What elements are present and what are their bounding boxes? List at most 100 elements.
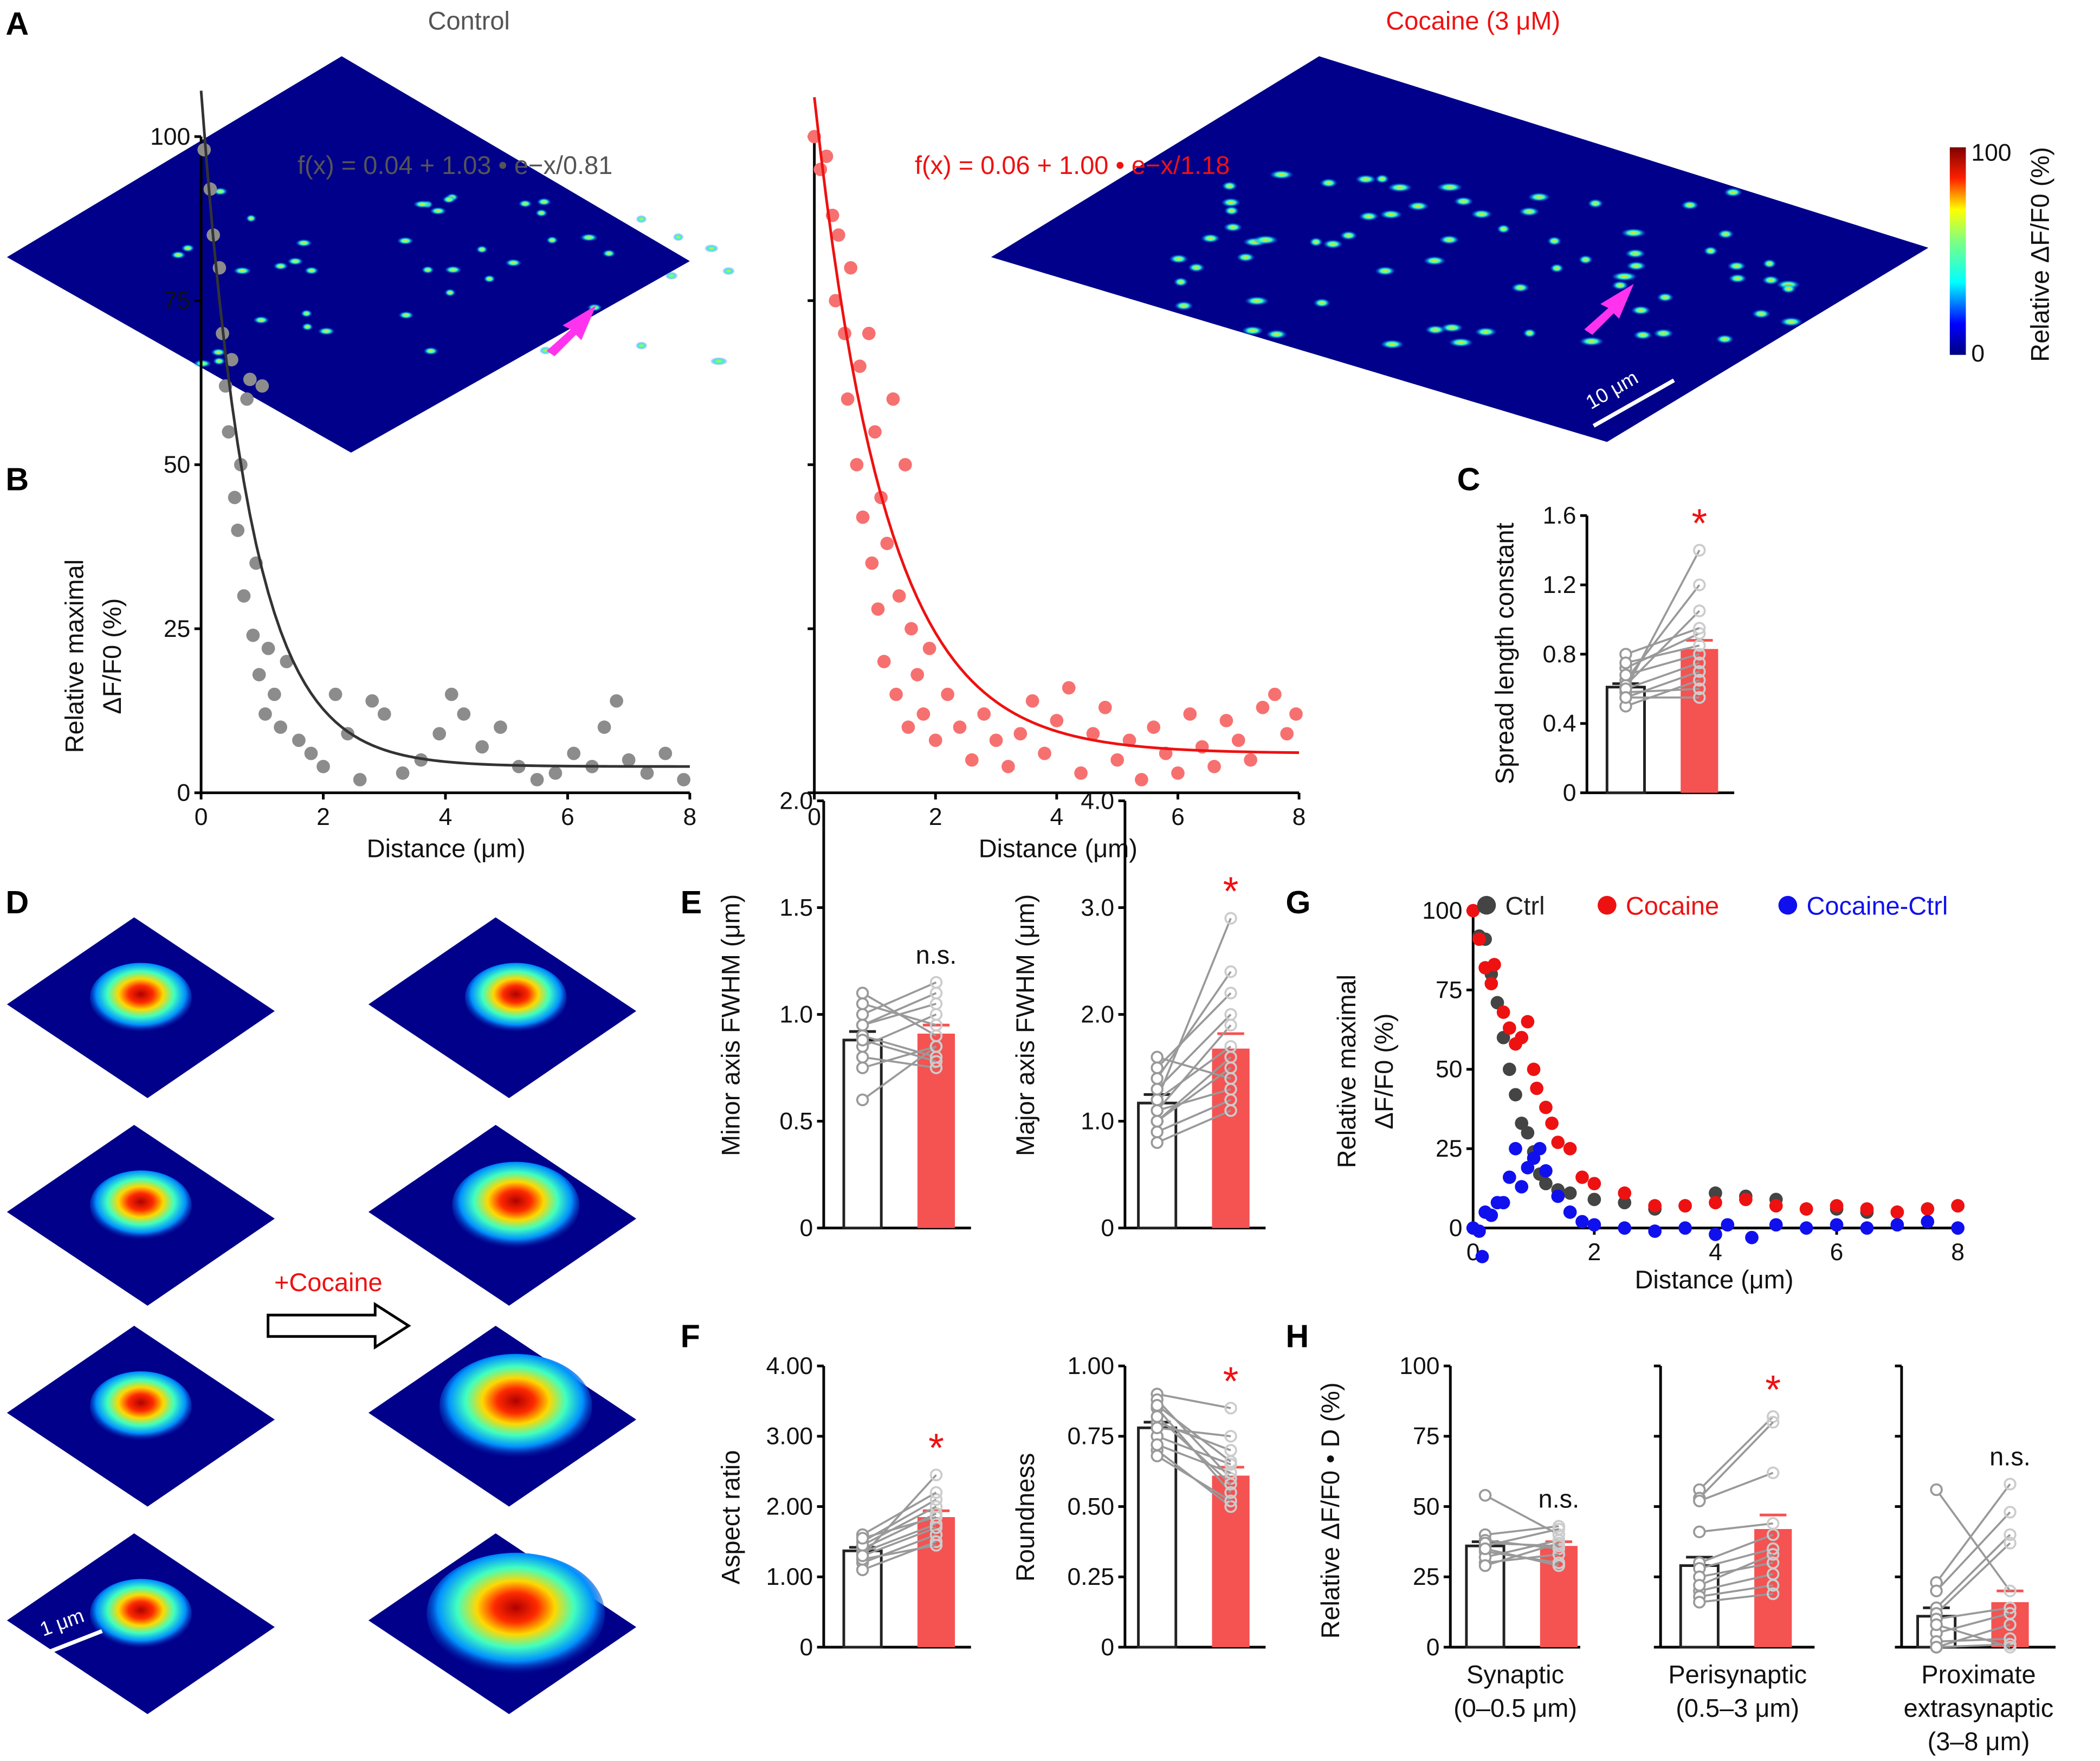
pair-point-control xyxy=(856,997,869,1010)
pair-point-control xyxy=(1151,1125,1164,1139)
data-point xyxy=(240,392,254,406)
data-point xyxy=(1038,746,1051,760)
pair-point-control xyxy=(1151,1399,1164,1412)
data-point xyxy=(1890,1218,1904,1232)
pair-line xyxy=(1156,1416,1232,1485)
pair-point-control xyxy=(1151,1050,1164,1064)
data-point xyxy=(1551,1136,1565,1149)
hotspot xyxy=(1440,322,1464,333)
pair-line xyxy=(1936,1607,2011,1620)
hotspot xyxy=(429,207,447,215)
panel-d: +Cocaine 1 μm xyxy=(7,917,637,1714)
hotspot xyxy=(1527,192,1551,202)
hotspot xyxy=(1587,198,1604,208)
data-point xyxy=(910,668,925,682)
cocaine-surface xyxy=(991,56,1929,442)
category-label: (0.5–3 μm) xyxy=(1676,1694,1799,1722)
y-tick-label: 0 xyxy=(177,779,191,806)
hotspot xyxy=(1309,237,1323,247)
data-point xyxy=(261,641,275,655)
data-point xyxy=(868,425,882,439)
data-point xyxy=(1618,1196,1632,1210)
data-point xyxy=(1001,759,1015,773)
data-point xyxy=(862,326,876,340)
y-tick-label: 1.00 xyxy=(1068,1353,1115,1379)
chart-b-control: 0 25 50 75 100 0 2 4 6 8 f(x) = 0.04 + 1.03 • e−x/… xyxy=(61,91,696,862)
data-point xyxy=(813,163,828,176)
data-point xyxy=(457,707,471,721)
data-point xyxy=(819,149,833,163)
y-tick-label: 1.6 xyxy=(1543,502,1576,529)
pair-point-control xyxy=(856,986,869,999)
pair-point-control xyxy=(1478,1559,1492,1572)
pair-point-cocaine xyxy=(1766,1542,1780,1556)
spine-hotspot xyxy=(89,1578,192,1649)
data-point xyxy=(1472,1224,1486,1238)
data-point xyxy=(1551,1189,1565,1203)
pair-point-control xyxy=(1930,1483,1943,1496)
y-tick-label: 1.0 xyxy=(779,1001,813,1028)
data-point xyxy=(377,707,391,721)
data-point xyxy=(316,759,330,773)
pair-line xyxy=(1156,1427,1231,1437)
pair-line xyxy=(862,1523,937,1553)
spine-hotspot xyxy=(89,963,192,1033)
panel-a: Control Cocaine (3 μM) 10 μm 100 0 Relat… xyxy=(7,7,2054,453)
data-point xyxy=(292,733,306,747)
pair-line xyxy=(1156,1056,1232,1123)
hotspot xyxy=(181,244,195,253)
significance-marker: * xyxy=(1765,1367,1781,1412)
hotspot xyxy=(210,348,227,357)
pair-point-cocaine xyxy=(1224,986,1237,999)
data-point xyxy=(1539,1100,1553,1114)
hotspot xyxy=(1762,275,1780,285)
data-point xyxy=(880,537,894,550)
hotspot xyxy=(1168,254,1188,264)
pair-line xyxy=(862,1544,936,1560)
data-point xyxy=(1563,1186,1577,1200)
data-point xyxy=(953,720,967,734)
pair-point-cocaine xyxy=(1552,1537,1566,1550)
pair-point-cocaine xyxy=(1224,1061,1237,1074)
pair-point-cocaine xyxy=(1224,1455,1237,1468)
data-point xyxy=(259,707,272,721)
data-point xyxy=(1533,1141,1547,1156)
pair-line xyxy=(1156,1399,1232,1479)
arrow-icon xyxy=(546,305,596,357)
data-point xyxy=(1709,1228,1722,1241)
pair-point-control xyxy=(1151,1438,1164,1452)
x-tick-label: 4 xyxy=(439,804,453,830)
hotspot xyxy=(1625,249,1646,259)
y-tick-label: 2.00 xyxy=(766,1493,813,1520)
pair-point-cocaine xyxy=(1224,965,1237,978)
y-tick-label: 4.00 xyxy=(766,1353,813,1379)
data-point xyxy=(231,524,245,537)
hotspot xyxy=(1611,272,1638,281)
hotspot xyxy=(673,233,684,241)
data-point xyxy=(252,668,266,682)
y-tick-label: 0.50 xyxy=(1068,1493,1115,1520)
hotspot xyxy=(1222,181,1238,191)
pair-point-cocaine xyxy=(1224,912,1237,925)
significance-marker: * xyxy=(928,1425,944,1470)
x-tick-label: 2 xyxy=(929,804,942,830)
data-point xyxy=(1530,1081,1543,1095)
x-tick-label: 8 xyxy=(1951,1239,1965,1266)
hotspot xyxy=(1752,309,1771,319)
pair-point-cocaine xyxy=(1766,1466,1780,1480)
pair-line xyxy=(862,1045,937,1069)
pair-point-control xyxy=(1930,1584,1943,1597)
data-point xyxy=(1890,1205,1904,1219)
pair-line xyxy=(1699,1547,1774,1570)
y-tick-label: 3.0 xyxy=(1081,894,1114,921)
y-tick-label: 0.75 xyxy=(1068,1423,1115,1450)
data-point xyxy=(1563,1205,1577,1219)
pair-point-cocaine xyxy=(1693,544,1706,557)
control-surface xyxy=(7,56,690,453)
hotspot xyxy=(722,267,735,275)
pair-point-control xyxy=(1151,1114,1164,1128)
pair-line xyxy=(1156,1067,1232,1123)
x-tick-label: 8 xyxy=(1293,804,1306,830)
pair-point-cocaine xyxy=(1224,1500,1237,1513)
chart-e-minor: 0 0.5 1.0 1.5 2.0 n.s. Minor axis FWHM (μm) xyxy=(716,788,971,1241)
